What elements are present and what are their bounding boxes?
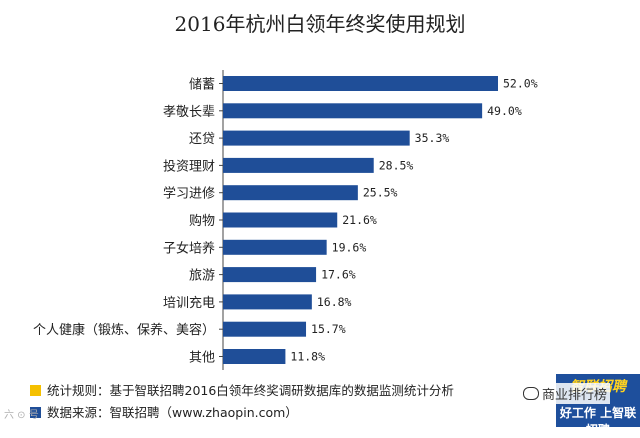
bar bbox=[223, 349, 286, 364]
bar bbox=[223, 130, 410, 146]
category-label: 旅游 bbox=[189, 269, 215, 284]
bar bbox=[223, 267, 317, 283]
category-label: 孝敬长辈 bbox=[163, 104, 215, 120]
category-label: 个人健康（锻炼、保养、美容） bbox=[33, 322, 215, 338]
blue-square-icon bbox=[30, 407, 41, 418]
wechat-text: 商业排行榜 bbox=[542, 388, 608, 403]
category-label: 其他 bbox=[189, 351, 215, 366]
wechat-icon bbox=[523, 387, 539, 400]
bar bbox=[223, 239, 327, 255]
logo-slogan: 好工作 上智联招聘 bbox=[559, 406, 637, 437]
bar bbox=[223, 76, 498, 91]
category-label: 子女培养 bbox=[163, 240, 215, 256]
footnote-source: 数据来源：智联招聘（www.zhaopin.com） bbox=[30, 402, 298, 421]
category-label: 购物 bbox=[189, 213, 215, 229]
chart-title: 2016年杭州白领年终奖使用规划 bbox=[174, 12, 466, 36]
footnote-source-text: 数据来源：智联招聘（www.zhaopin.com） bbox=[47, 405, 298, 420]
category-label: 储蓄 bbox=[189, 78, 215, 93]
bar bbox=[223, 321, 307, 337]
value-label: 11.8% bbox=[290, 350, 325, 364]
value-label: 19.6% bbox=[332, 240, 367, 254]
value-label: 17.6% bbox=[321, 268, 356, 282]
category-label: 学习进修 bbox=[163, 186, 215, 202]
value-label: 16.8% bbox=[317, 295, 352, 309]
bar bbox=[223, 294, 312, 310]
value-label: 49.0% bbox=[487, 104, 522, 118]
bar bbox=[223, 103, 483, 119]
wechat-watermark: 商业排行榜 bbox=[520, 383, 611, 404]
bar-chart: 储蓄 52.0% 孝敬长辈 49.0% 还贷 35.3% 投资理财 28.5% 学习进修 25.5… bbox=[33, 70, 538, 370]
bar bbox=[223, 212, 338, 228]
category-label: 投资理财 bbox=[163, 158, 215, 174]
value-label: 15.7% bbox=[311, 322, 346, 336]
category-label: 还贷 bbox=[189, 132, 215, 147]
value-label: 35.3% bbox=[415, 131, 450, 145]
footnote-method: 统计规则：基于智联招聘2016白领年终奖调研数据库的数据监测统计分析 bbox=[30, 380, 454, 399]
value-label: 28.5% bbox=[379, 158, 414, 172]
value-label: 21.6% bbox=[342, 213, 377, 227]
yellow-square-icon bbox=[30, 385, 41, 396]
footnote-method-text: 统计规则：基于智联招聘2016白领年终奖调研数据库的数据监测统计分析 bbox=[47, 383, 454, 398]
watermark-left: 六 ⊙ 号 bbox=[4, 410, 39, 421]
value-label: 52.0% bbox=[503, 77, 538, 91]
bar bbox=[223, 157, 374, 173]
bar bbox=[223, 185, 358, 201]
category-label: 培训充电 bbox=[163, 295, 215, 311]
value-label: 25.5% bbox=[363, 186, 398, 200]
